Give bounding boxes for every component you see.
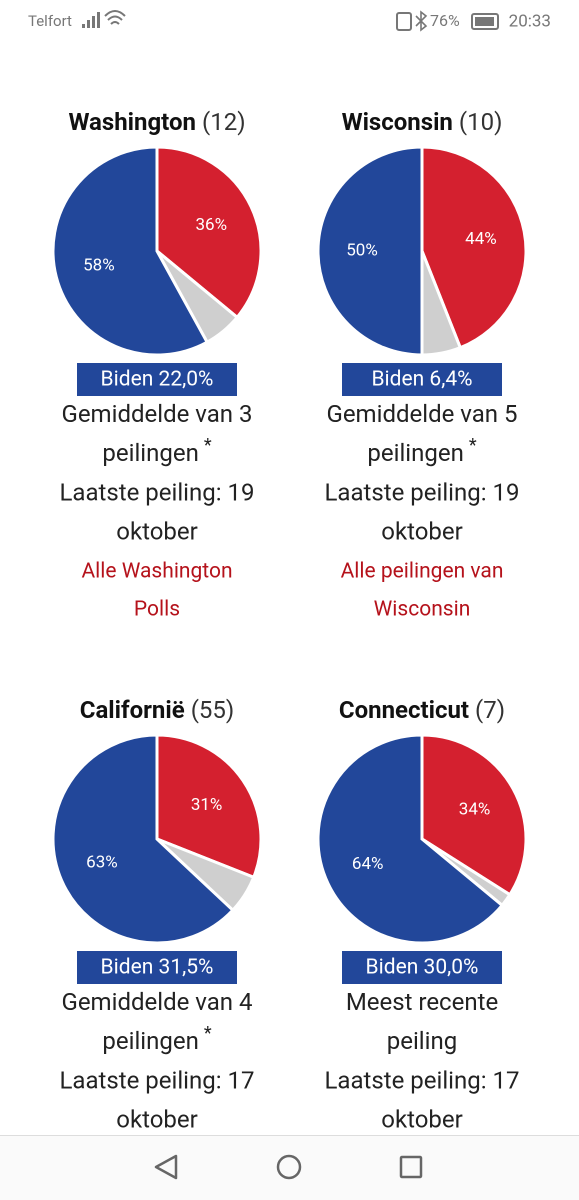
polls-link[interactable]: Alle Washington [81, 560, 232, 584]
poll-info-text: peiling [387, 1027, 457, 1055]
home-button[interactable] [276, 1154, 302, 1180]
asterisk: * [469, 435, 477, 456]
poll-info: peilingen * [102, 435, 211, 468]
state-name: Californië [80, 696, 185, 724]
poll-info-text: peilingen [102, 439, 198, 467]
electoral-votes: (10) [459, 108, 503, 136]
clock: 20:33 [509, 11, 551, 31]
carrier: Telfort [28, 12, 72, 30]
state-title: Connecticut (7) [339, 696, 505, 724]
last-poll: Laatste peiling: 19 [325, 478, 520, 506]
last-poll: Laatste peiling: 17 [325, 1066, 520, 1094]
slice-label: 36% [196, 215, 228, 235]
state-name: Washington [68, 108, 196, 136]
bluetooth-icon [415, 10, 428, 32]
state-card: Connecticut (7) 34% 64% Biden 30,0% Meest rec… [316, 696, 528, 1133]
asterisk: * [204, 435, 212, 456]
lead-text: Biden 31,5% [101, 956, 214, 980]
poll-info: Gemiddelde van 4 [61, 988, 252, 1016]
polls-link[interactable]: Polls [134, 598, 180, 622]
pie-slice [420, 145, 528, 350]
state-card: Californië (55) 31% 63% Biden 31,5% Gemiddeld… [51, 696, 263, 1133]
poll-info: peiling [387, 1027, 457, 1055]
electoral-votes: (7) [475, 696, 505, 724]
signal-icon [82, 12, 100, 28]
poll-info: peilingen * [367, 435, 476, 468]
last-poll: Laatste peiling: 19 [60, 478, 255, 506]
slice-label: 58% [83, 255, 115, 275]
screen: Telfort 76% 20:33 Washington (12) 36% 58% Bi… [28, 10, 551, 1133]
poll-info-text: peilingen [102, 1027, 198, 1055]
poll-info: Gemiddelde van 5 [326, 400, 517, 428]
last-poll: Laatste peiling: 17 [60, 1066, 255, 1094]
pie-slice [51, 733, 235, 945]
battery-level [475, 17, 494, 26]
navigation-bar [0, 1135, 579, 1200]
lead-banner [342, 951, 502, 984]
nav-background [0, 1135, 579, 1200]
pie-slice [155, 733, 263, 880]
battery-percent: 76% [430, 11, 460, 30]
lead-banner [342, 363, 502, 396]
asterisk: * [204, 1023, 212, 1044]
state-card: Washington (12) 36% 58% Biden 22,0% Gemiddeld… [51, 108, 263, 622]
lead-text: Biden 30,0% [366, 956, 479, 980]
slice-label: 64% [352, 854, 384, 874]
poll-info-text: Gemiddelde van 3 [61, 400, 252, 428]
recents-button[interactable] [399, 1155, 423, 1179]
electoral-votes: (12) [202, 108, 246, 136]
electoral-votes: (55) [191, 696, 235, 724]
state-name: Connecticut [339, 696, 469, 724]
back-button[interactable] [154, 1154, 178, 1180]
nfc-icon [396, 12, 412, 31]
lead-banner [77, 363, 237, 396]
lead-text: Biden 22,0% [101, 368, 214, 392]
polls-link[interactable]: Wisconsin [374, 598, 471, 622]
last-poll: oktober [381, 1105, 463, 1133]
pie-slice [51, 145, 210, 357]
poll-info: Gemiddelde van 3 [61, 400, 252, 428]
last-poll: oktober [116, 1105, 198, 1133]
last-poll: oktober [116, 517, 198, 545]
lead-text: Biden 6,4% [371, 368, 472, 392]
poll-info-text: peilingen [367, 439, 463, 467]
wifi-icon [104, 10, 126, 25]
state-card: Wisconsin (10)44%50%Biden 6,4%Gemiddelde … [316, 108, 528, 622]
pie-slice [155, 145, 263, 320]
polls-link[interactable]: Alle peilingen van [341, 560, 504, 584]
slice-label: 34% [459, 800, 491, 820]
state-title: Californië (55) [80, 696, 235, 724]
state-name: Wisconsin [342, 108, 453, 136]
status-bar: Telfort 76% 20:33 [28, 10, 551, 32]
poll-info: peilingen * [102, 1023, 211, 1056]
slice-label: 63% [86, 852, 118, 872]
poll-info-text: Gemiddelde van 5 [326, 400, 517, 428]
lead-banner [77, 951, 237, 984]
poll-info-text: Meest recente [346, 988, 498, 1016]
pie-slice [316, 145, 424, 357]
poll-info-text: Gemiddelde van 4 [61, 988, 252, 1016]
pie-slice [316, 733, 505, 945]
slice-label: 31% [191, 795, 223, 815]
slice-label: 50% [346, 240, 378, 260]
last-poll: oktober [381, 517, 463, 545]
state-title: Wisconsin (10) [342, 108, 503, 136]
battery-icon [471, 13, 499, 30]
state-title: Washington (12) [68, 108, 245, 136]
slice-label: 44% [465, 229, 497, 249]
poll-info: Meest recente [346, 988, 498, 1016]
